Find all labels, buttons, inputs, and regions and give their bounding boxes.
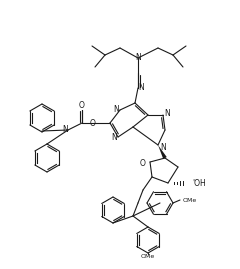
Text: N: N bbox=[135, 52, 141, 62]
Text: 'OH: 'OH bbox=[192, 179, 206, 187]
Text: OMe: OMe bbox=[141, 254, 155, 260]
Text: O: O bbox=[140, 158, 146, 168]
Text: N: N bbox=[160, 143, 166, 151]
Text: N: N bbox=[138, 83, 144, 91]
Text: N: N bbox=[62, 126, 68, 134]
Text: O: O bbox=[79, 101, 85, 109]
Text: O: O bbox=[90, 119, 96, 128]
Text: N: N bbox=[113, 105, 119, 115]
Text: N: N bbox=[111, 133, 117, 141]
Text: OMe: OMe bbox=[183, 197, 197, 203]
Text: N: N bbox=[164, 108, 170, 118]
Polygon shape bbox=[158, 145, 167, 159]
